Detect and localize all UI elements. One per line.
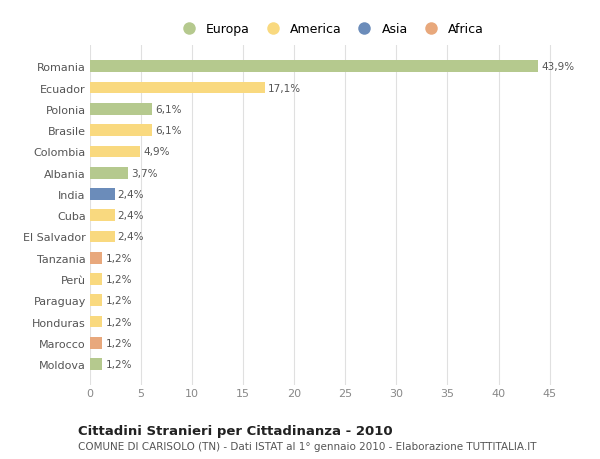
Legend: Europa, America, Asia, Africa: Europa, America, Asia, Africa [171,18,489,41]
Text: 2,4%: 2,4% [118,190,144,200]
Text: 3,7%: 3,7% [131,168,157,178]
Text: 17,1%: 17,1% [268,84,301,93]
Text: COMUNE DI CARISOLO (TN) - Dati ISTAT al 1° gennaio 2010 - Elaborazione TUTTITALI: COMUNE DI CARISOLO (TN) - Dati ISTAT al … [78,441,536,451]
Bar [90,295,102,307]
Bar [90,316,102,328]
Bar [90,274,102,285]
Text: 2,4%: 2,4% [118,211,144,221]
Text: 1,2%: 1,2% [106,317,132,327]
Bar [90,168,128,179]
Bar [90,104,152,116]
Text: 6,1%: 6,1% [155,105,182,115]
Bar [90,210,115,222]
Text: 1,2%: 1,2% [106,359,132,369]
Text: 1,2%: 1,2% [106,296,132,306]
Text: Cittadini Stranieri per Cittadinanza - 2010: Cittadini Stranieri per Cittadinanza - 2… [78,424,392,437]
Bar [90,146,140,158]
Text: 1,2%: 1,2% [106,338,132,348]
Text: 1,2%: 1,2% [106,274,132,285]
Bar [90,358,102,370]
Bar [90,252,102,264]
Text: 1,2%: 1,2% [106,253,132,263]
Bar [90,337,102,349]
Bar [90,62,538,73]
Bar [90,231,115,243]
Text: 43,9%: 43,9% [541,62,575,72]
Text: 4,9%: 4,9% [143,147,170,157]
Bar [90,125,152,137]
Text: 2,4%: 2,4% [118,232,144,242]
Bar [90,189,115,200]
Text: 6,1%: 6,1% [155,126,182,136]
Bar [90,83,265,94]
